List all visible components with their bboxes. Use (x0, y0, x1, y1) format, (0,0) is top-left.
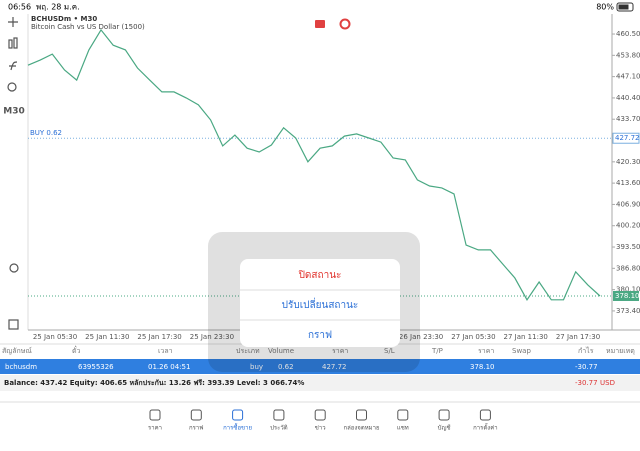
nav-label[interactable]: กล่องจดหมาย (343, 425, 379, 432)
nav-label[interactable]: ข่าว (315, 425, 326, 432)
nav-label[interactable]: แชท (397, 425, 409, 432)
popup-item[interactable]: ปิดสถานะ (298, 270, 341, 281)
nav-label[interactable]: ราคา (148, 425, 162, 432)
nav-icon (479, 409, 491, 421)
y-tick-label: 373.40 (616, 307, 640, 315)
column-header: Volume (268, 347, 294, 355)
column-header: T/P (431, 347, 443, 355)
current-price-box (613, 290, 639, 301)
nav-icon (397, 409, 409, 421)
column-header: ประเภท (236, 347, 260, 355)
nav-label[interactable]: บัญชี (438, 424, 451, 432)
nav-icon (273, 409, 285, 421)
buy-line-label: BUY 0.62 (30, 129, 62, 137)
nav-icon (190, 409, 202, 421)
y-tick-label: 453.80 (616, 51, 640, 59)
y-tick-label: 433.70 (616, 115, 640, 123)
cell-type: buy (250, 363, 263, 371)
y-tick-label: 400.20 (616, 222, 640, 230)
buy-price-label: 427.72 (615, 134, 640, 142)
y-tick-label: 447.10 (616, 73, 640, 81)
nav-label[interactable]: การซื้อขาย (223, 422, 252, 432)
balance-profit: -30.77 (575, 379, 598, 387)
nav-icon (314, 409, 326, 421)
cell-profit: -30.77 (575, 363, 598, 371)
x-tick-label: 25 Jan 11:30 (85, 333, 129, 341)
buy-price-box (612, 132, 640, 144)
x-tick-label: 27 Jan 05:30 (451, 333, 495, 341)
price-line (27, 28, 601, 301)
column-header: ราคา (478, 347, 494, 355)
cell-volume: 0.62 (278, 363, 294, 371)
column-header: S/L (384, 347, 395, 355)
nav-label[interactable]: ประวัติ (270, 425, 288, 432)
current-price-label: 378.10 (615, 292, 640, 300)
column-header: Swap (512, 347, 531, 355)
battery-level (618, 4, 629, 10)
y-tick-label: 393.50 (616, 243, 640, 251)
column-header: หมายเหตุ (606, 347, 635, 355)
status-time: 06:56 (8, 3, 31, 12)
x-tick-label: 26 Jan 23:30 (399, 333, 443, 341)
y-tick-label: 406.90 (616, 200, 640, 208)
battery-icon (616, 2, 634, 12)
column-header: ราคา (332, 347, 348, 355)
nav-icon (149, 409, 161, 421)
column-header: เวลา (158, 347, 173, 355)
toolbar-icons[interactable] (7, 17, 19, 330)
column-header: สัญลักษณ์ (2, 347, 32, 355)
x-tick-label: 27 Jan 17:30 (556, 333, 600, 341)
column-header: กำไร (578, 346, 594, 355)
balance-row (0, 375, 640, 391)
nav-label[interactable]: การตั้งค่า (473, 422, 497, 432)
chart-subtitle: Bitcoin Cash vs US Dollar (1500) (31, 23, 145, 31)
chart-flag-icon[interactable] (315, 20, 325, 28)
chart-title: BCHUSDm • M30 (31, 15, 97, 23)
cell-time: 01.26 04:51 (148, 363, 190, 371)
y-tick-label: 413.60 (616, 179, 640, 187)
cell-symbol: bchusdm (5, 363, 37, 371)
status-battery: 80% (596, 3, 614, 12)
nav-icon (232, 409, 244, 421)
y-tick-label: 420.30 (616, 158, 640, 166)
cell-ticket: 63955326 (78, 363, 114, 371)
selected-row[interactable] (0, 359, 640, 374)
x-tick-label: 27 Jan 11:30 (504, 333, 548, 341)
popup-item[interactable]: ปรับเปลี่ยนสถานะ (282, 297, 359, 311)
y-tick-label: 380.10 (616, 286, 640, 294)
column-header: ตั๋ว (72, 346, 81, 355)
y-tick-label: 460.50 (616, 30, 640, 38)
nav-label[interactable]: กราฟ (189, 425, 203, 432)
nav-icon (356, 409, 367, 421)
cell-open-price: 427.72 (322, 363, 347, 371)
y-tick-label: 440.40 (616, 94, 640, 102)
chart-flag-icon[interactable] (339, 18, 351, 30)
popup (240, 259, 400, 347)
balance-currency: USD (600, 379, 615, 387)
timeframe[interactable]: M30 (3, 107, 24, 117)
x-tick-label: 25 Jan 17:30 (137, 333, 181, 341)
y-tick-label: 386.80 (616, 264, 640, 272)
status-date: พฤ. 28 ม.ค. (36, 3, 80, 12)
popup-item[interactable]: กราฟ (308, 330, 332, 341)
x-tick-label: 25 Jan 23:30 (190, 333, 234, 341)
x-tick-label: 25 Jan 05:30 (33, 333, 77, 341)
cell-price: 378.10 (470, 363, 495, 371)
balance-text: Balance: 437.42 Equity: 406.65 หลักประกั… (4, 379, 304, 387)
nav-icon (438, 409, 450, 421)
